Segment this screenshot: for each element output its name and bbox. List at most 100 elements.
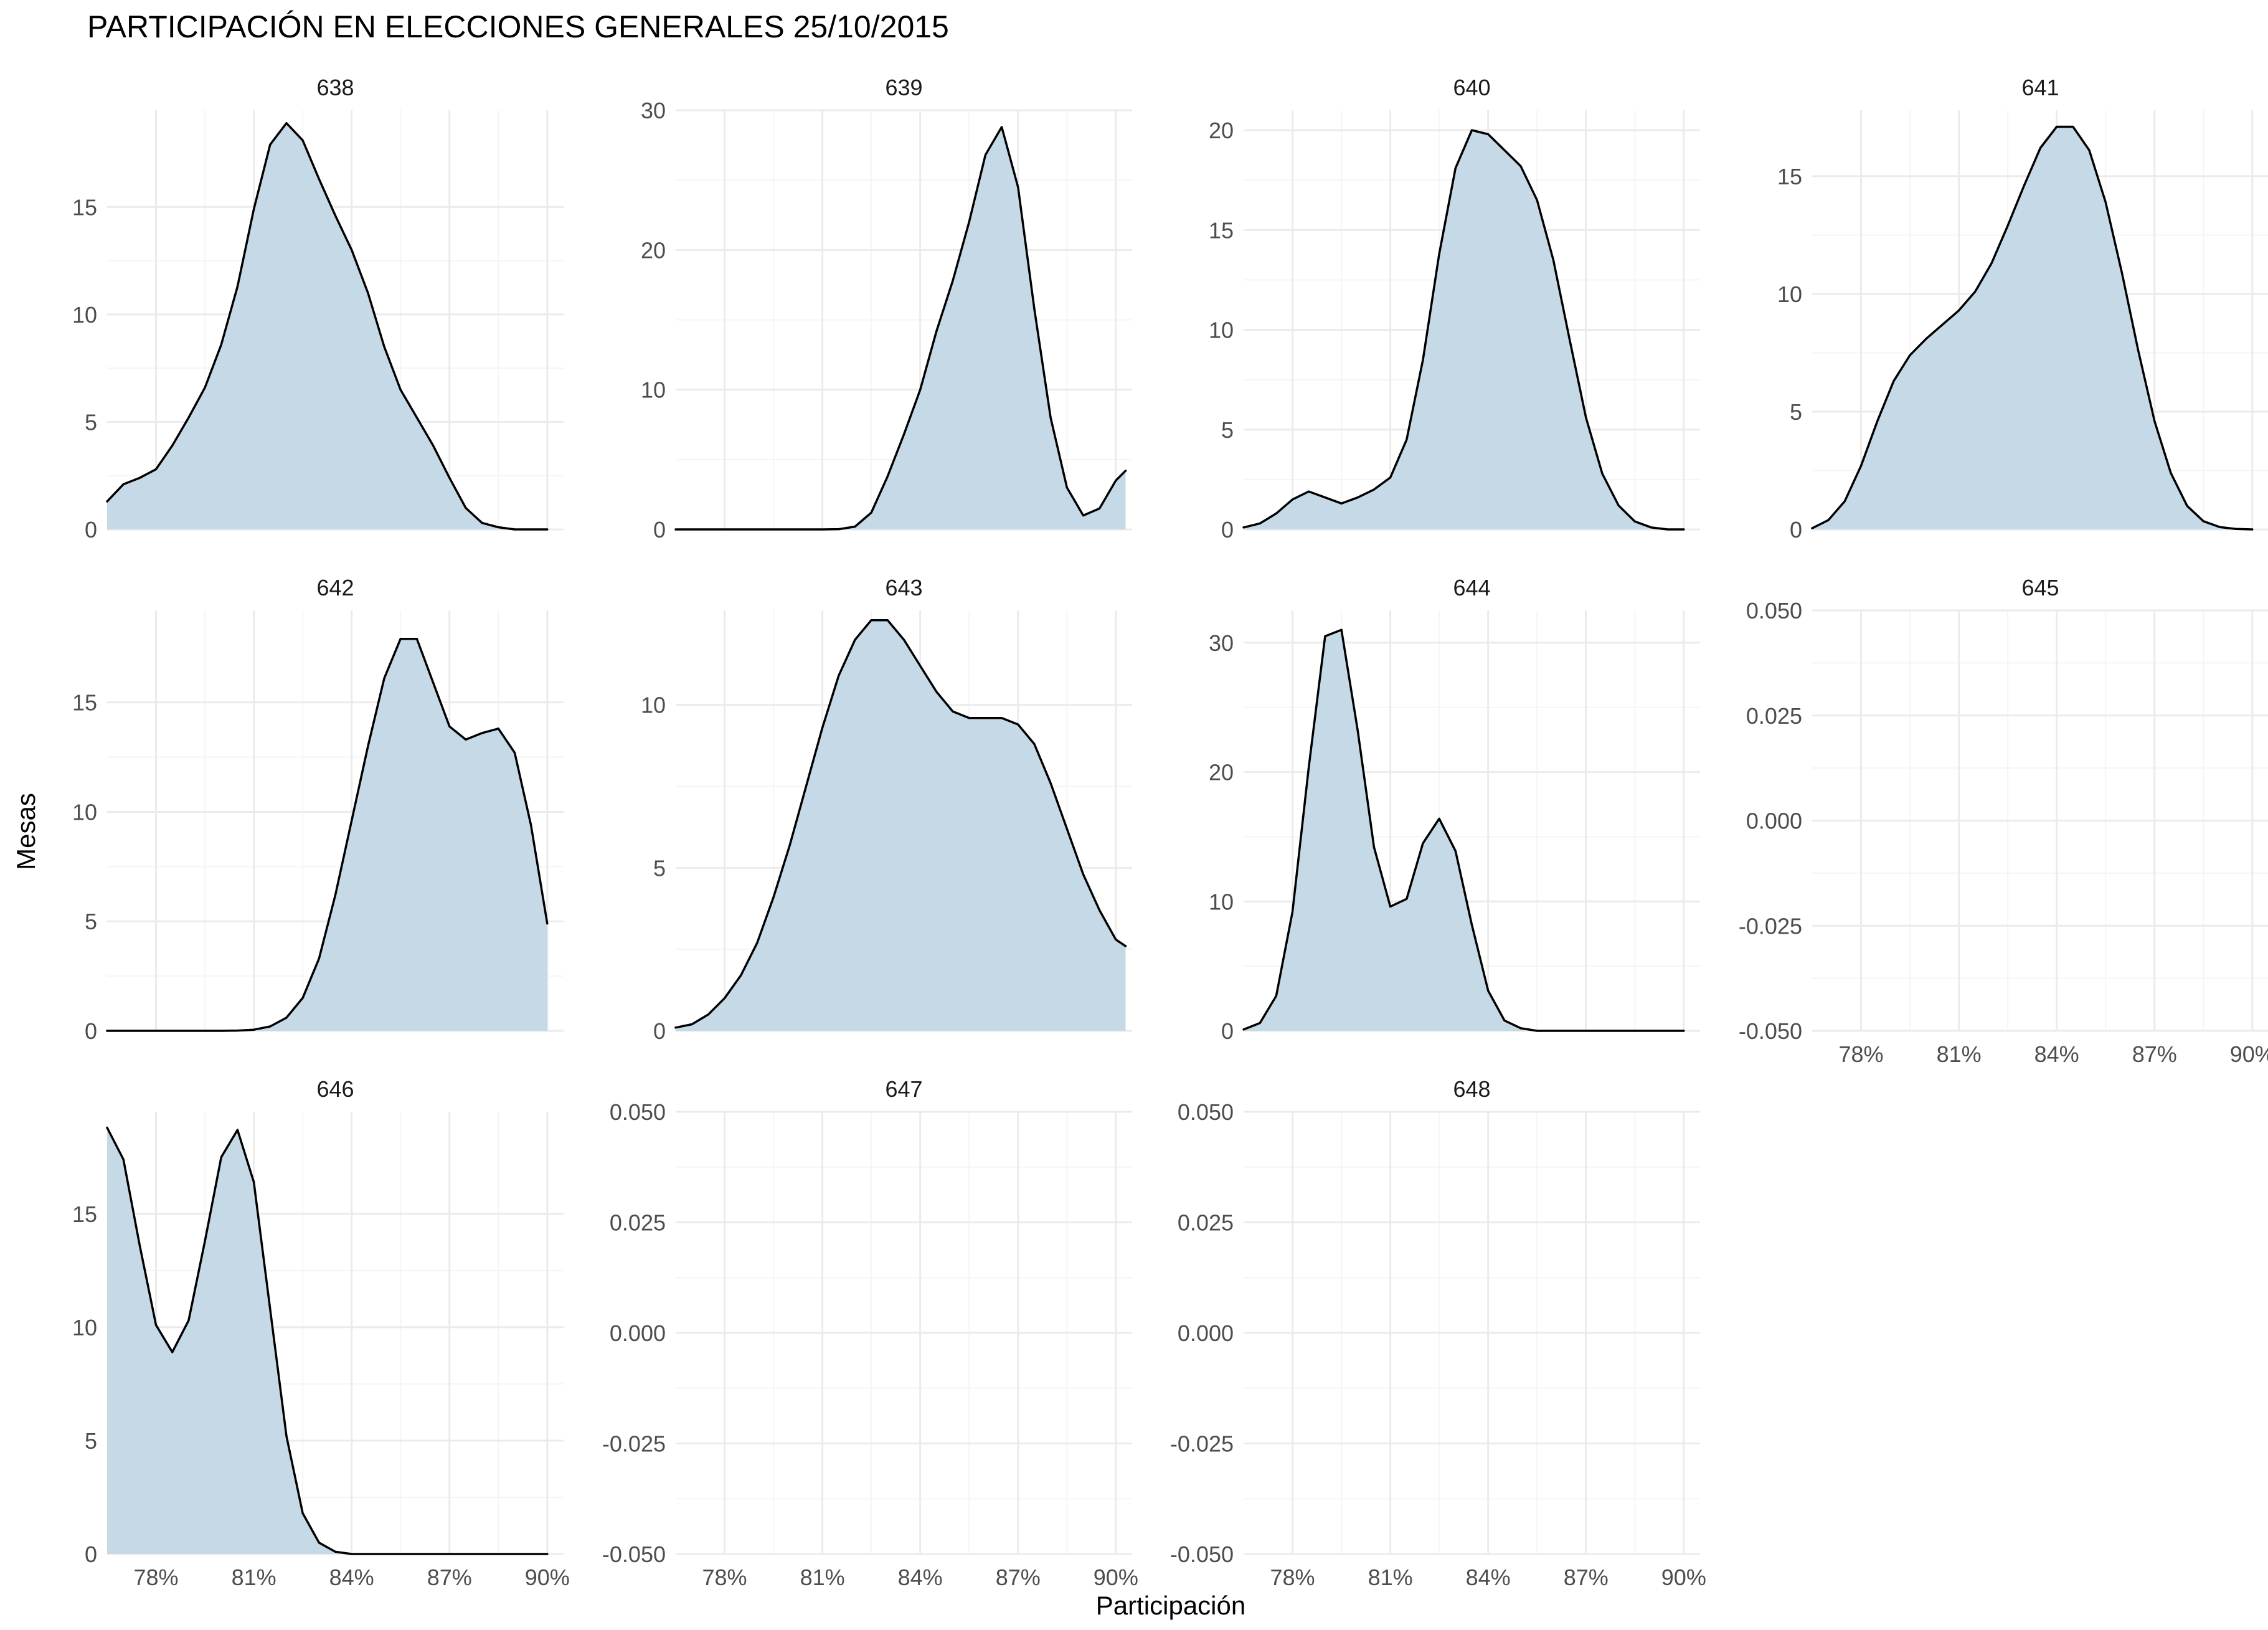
y-tick-label: 15: [72, 1201, 97, 1227]
facet-panel-648: 648 -0.050 -0.025 0.000 0.025 0.050 78% 81% 84% 8…: [1170, 1076, 1706, 1590]
facet-panel-643: 643 0 5 10: [641, 575, 1132, 1044]
x-tick-label: 87%: [427, 1565, 472, 1590]
x-tick-label: 78%: [134, 1565, 179, 1590]
panel-title: 638: [316, 75, 354, 100]
y-tick-label: 10: [72, 1315, 97, 1340]
facet-panels: 6380510156390102030640051015206410510156…: [72, 75, 2268, 1590]
y-tick-label: 5: [653, 855, 666, 881]
density-area: [1812, 126, 2252, 529]
y-tick-label: 30: [641, 98, 666, 123]
panel-title: 648: [1453, 1076, 1490, 1102]
x-tick-label: 87%: [1564, 1565, 1609, 1590]
x-axis-label: Participación: [1096, 1591, 1245, 1620]
y-tick-label: 10: [641, 693, 666, 718]
facet-panel-646: 646 0 5 10 15 78% 81% 84% 87% 90%: [72, 1076, 570, 1590]
density-line: [106, 121, 549, 531]
y-tick-label: 0: [653, 517, 666, 543]
y-tick-label: 0.050: [1746, 598, 1802, 623]
x-tick-label: 81%: [1368, 1565, 1413, 1590]
y-tick-label: 10: [1209, 889, 1234, 914]
x-tick-label: 84%: [2034, 1041, 2079, 1067]
y-tick-label: 0: [653, 1018, 666, 1044]
y-tick-label: 0: [85, 1542, 97, 1567]
y-tick-label: 0.025: [610, 1210, 666, 1236]
y-tick-label: 0: [1221, 1018, 1234, 1044]
y-tick-label: 10: [1777, 282, 1802, 307]
chart-title: PARTICIPACIÓN EN ELECCIONES GENERALES 25…: [87, 9, 949, 44]
x-tick-label: 78%: [702, 1565, 747, 1590]
density-line: [1811, 125, 2254, 531]
x-tick-label: 84%: [898, 1565, 943, 1590]
y-tick-label: 0.025: [1178, 1210, 1234, 1236]
density-area: [107, 1127, 547, 1554]
x-tick-label: 81%: [1937, 1041, 1982, 1067]
panel-title: 642: [316, 575, 354, 600]
density-area: [1244, 130, 1684, 529]
y-tick-label: 0: [1790, 517, 1802, 543]
density-area: [676, 126, 1126, 529]
y-tick-label: 0.025: [1746, 703, 1802, 729]
y-tick-label: 0.000: [1178, 1320, 1234, 1346]
y-tick-label: 10: [72, 302, 97, 328]
density-line: [1242, 129, 1685, 531]
y-tick-label: 5: [85, 909, 97, 934]
x-tick-label: 84%: [1466, 1565, 1511, 1590]
y-tick-label: 15: [1777, 164, 1802, 189]
y-tick-label: 5: [1221, 417, 1234, 443]
panel-title: 640: [1453, 75, 1490, 100]
density-line: [674, 126, 1127, 531]
y-tick-label: 0: [85, 1018, 97, 1044]
y-tick-label: 20: [1209, 118, 1234, 143]
x-tick-label: 87%: [2132, 1041, 2177, 1067]
y-tick-label: 30: [1209, 630, 1234, 656]
density-line: [1242, 628, 1685, 1032]
y-tick-label: 10: [641, 377, 666, 403]
y-tick-label: 5: [1790, 399, 1802, 425]
facet-panel-639: 639 0 10 20 30: [641, 75, 1132, 543]
panel-title: 639: [885, 75, 922, 100]
panel-title: 643: [885, 575, 922, 600]
density-line: [106, 637, 549, 1032]
facet-panel-644: 644 0 10 20 30: [1209, 575, 1700, 1044]
y-tick-label: 20: [641, 237, 666, 263]
facet-panel-640: 640 0 5 10 15 20: [1209, 75, 1700, 543]
y-tick-label: -0.025: [1739, 913, 1802, 939]
facet-panel-642: 642 0 5 10 15: [72, 575, 564, 1044]
x-tick-label: 90%: [1094, 1565, 1138, 1590]
y-tick-label: 20: [1209, 760, 1234, 785]
x-tick-label: 87%: [996, 1565, 1041, 1590]
x-tick-label: 81%: [232, 1565, 276, 1590]
y-tick-label: 0.000: [610, 1320, 666, 1346]
panel-title: 645: [2021, 575, 2059, 600]
y-tick-label: 15: [1209, 217, 1234, 243]
y-tick-label: -0.050: [1739, 1018, 1802, 1044]
panel-title: 644: [1453, 575, 1490, 600]
y-tick-label: 10: [72, 799, 97, 825]
facet-panel-647: 647 -0.050 -0.025 0.000 0.025 0.050 78% 81% 84% 8…: [602, 1076, 1138, 1590]
y-tick-label: 15: [72, 194, 97, 220]
facet-panel-641: 641 0 5 10 15: [1777, 75, 2268, 543]
panel-title: 641: [2021, 75, 2059, 100]
x-tick-label: 90%: [2230, 1041, 2268, 1067]
x-tick-label: 84%: [329, 1565, 374, 1590]
x-tick-label: 78%: [1270, 1565, 1315, 1590]
y-tick-label: -0.050: [1170, 1542, 1234, 1567]
facet-panel-638: 638 0 5 10 15: [72, 75, 564, 543]
x-tick-label: 90%: [1661, 1565, 1706, 1590]
x-tick-label: 81%: [800, 1565, 845, 1590]
panel-title: 646: [316, 1076, 354, 1102]
y-tick-label: 10: [1209, 318, 1234, 343]
density-area: [107, 638, 547, 1031]
y-tick-label: 5: [85, 1428, 97, 1454]
density-line: [106, 1126, 549, 1555]
y-tick-label: -0.025: [602, 1431, 666, 1457]
density-line: [674, 618, 1127, 1029]
y-tick-label: 0.050: [1178, 1099, 1234, 1125]
y-tick-label: -0.050: [602, 1542, 666, 1567]
facet-panel-645: 645 -0.050 -0.025 0.000 0.025 0.050 78% 81% 84% 8…: [1739, 575, 2268, 1067]
density-area: [1244, 630, 1684, 1031]
y-tick-label: 0: [1221, 517, 1234, 543]
y-tick-label: 0.050: [610, 1099, 666, 1125]
y-tick-label: -0.025: [1170, 1431, 1234, 1457]
